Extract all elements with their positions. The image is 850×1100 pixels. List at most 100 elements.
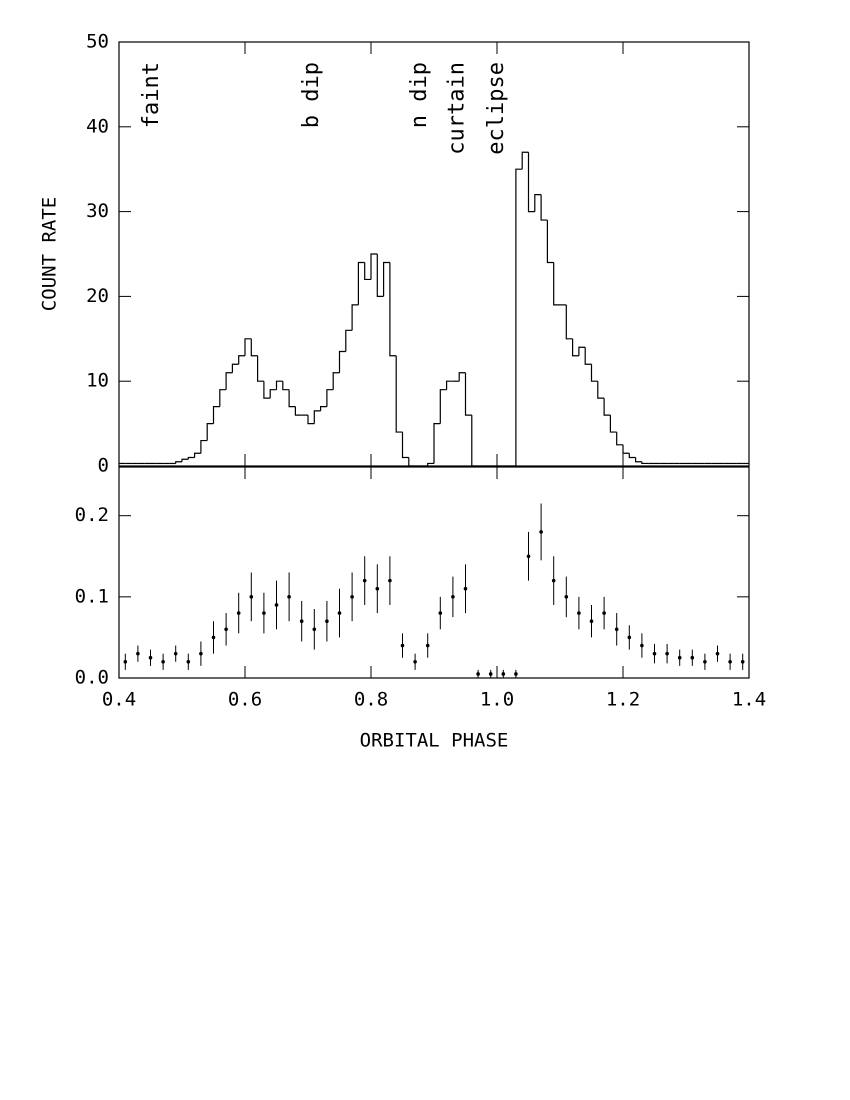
histogram-step: [288, 389, 296, 408]
histogram-step: [225, 372, 233, 390]
histogram-step: [345, 329, 353, 352]
x-axis-label: ORBITAL PHASE: [360, 730, 509, 752]
histogram-step: [540, 194, 548, 221]
data-point: [740, 659, 745, 664]
histogram-step: [401, 432, 409, 459]
plot-frame: [118, 41, 750, 467]
histogram-step: [433, 423, 441, 464]
data-point: [173, 651, 178, 656]
data-point: [299, 619, 304, 623]
data-point: [148, 655, 153, 660]
data-point: [375, 586, 380, 591]
y-tick-label: 0.0: [75, 667, 109, 689]
data-point: [438, 611, 443, 615]
histogram-step: [635, 457, 642, 463]
x-tick-label: 1.2: [606, 689, 640, 711]
data-point: [476, 672, 480, 676]
histogram-step: [622, 444, 630, 454]
data-point: [564, 595, 569, 599]
histogram-step: [408, 457, 416, 467]
histogram-step: [389, 262, 397, 357]
histogram-step: [238, 355, 245, 365]
data-point: [413, 659, 417, 664]
data-point: [362, 578, 367, 583]
histogram-step: [628, 453, 636, 459]
x-tick-label: 0.6: [228, 689, 262, 711]
data-point: [400, 643, 405, 648]
y-axis-label: COUNT RATE: [39, 197, 61, 311]
data-point: [161, 659, 165, 664]
histogram-step: [269, 389, 277, 399]
data-point: [539, 530, 543, 534]
histogram-step: [439, 389, 447, 424]
histogram-step: [250, 338, 258, 357]
data-point: [451, 595, 455, 599]
histogram-step: [578, 346, 586, 356]
histogram-step: [534, 194, 542, 212]
data-point: [728, 659, 732, 664]
data-point: [224, 627, 228, 632]
y-tick-label: 0: [98, 455, 109, 477]
data-point: [312, 627, 317, 632]
data-point: [350, 595, 354, 599]
data-point: [665, 651, 669, 656]
data-point: [262, 611, 266, 615]
histogram-step: [181, 458, 189, 462]
histogram-step: [187, 456, 195, 460]
histogram-step: [553, 262, 560, 306]
histogram-step: [609, 415, 617, 433]
histogram-step: [527, 152, 535, 213]
histogram-step: [326, 389, 334, 407]
data-point: [551, 578, 556, 583]
y-tick-label: 50: [86, 31, 109, 53]
histogram-step: [395, 355, 403, 433]
histogram-step: [616, 432, 623, 446]
data-point: [577, 611, 581, 615]
histogram-step: [307, 415, 315, 425]
histogram-step: [244, 338, 252, 356]
data-point: [602, 611, 606, 615]
histogram-step: [641, 461, 649, 465]
y-tick-label: 0.1: [75, 585, 109, 607]
data-point: [199, 651, 203, 656]
data-point: [249, 595, 254, 599]
histogram-step: [338, 350, 346, 373]
data-point: [690, 655, 695, 660]
data-point: [640, 643, 644, 648]
histogram-step: [427, 462, 434, 466]
plot-frame: [118, 466, 750, 679]
data-point: [703, 659, 707, 664]
y-tick-label: 20: [86, 285, 109, 307]
histogram-step: [590, 364, 598, 382]
data-point: [463, 586, 468, 591]
data-point: [715, 651, 720, 656]
histogram-step: [471, 415, 479, 467]
y-tick-label: 10: [86, 370, 109, 392]
histogram-step: [194, 452, 201, 458]
y-tick-label: 0.2: [75, 504, 109, 526]
data-point: [614, 627, 619, 632]
histogram-step: [546, 220, 554, 264]
data-point: [123, 659, 128, 664]
histogram-step: [446, 380, 453, 390]
histogram-step: [458, 372, 466, 382]
histogram-step: [364, 262, 371, 281]
histogram-step: [584, 347, 592, 365]
histogram-step: [313, 410, 321, 424]
x-tick-label: 0.8: [354, 689, 388, 711]
annotation: eclipse: [484, 62, 509, 155]
histogram-step: [370, 253, 378, 280]
histogram-step: [320, 406, 327, 411]
histogram-step: [351, 304, 359, 331]
histogram-step: [231, 363, 239, 373]
histogram-step: [597, 381, 605, 399]
data-point: [325, 619, 329, 623]
histogram-step: [263, 381, 271, 399]
data-point: [287, 595, 291, 599]
data-point: [186, 659, 191, 664]
histogram-step: [603, 398, 611, 416]
data-point: [274, 603, 279, 607]
histogram-step: [383, 261, 390, 297]
y-tick-label: 40: [86, 115, 109, 137]
